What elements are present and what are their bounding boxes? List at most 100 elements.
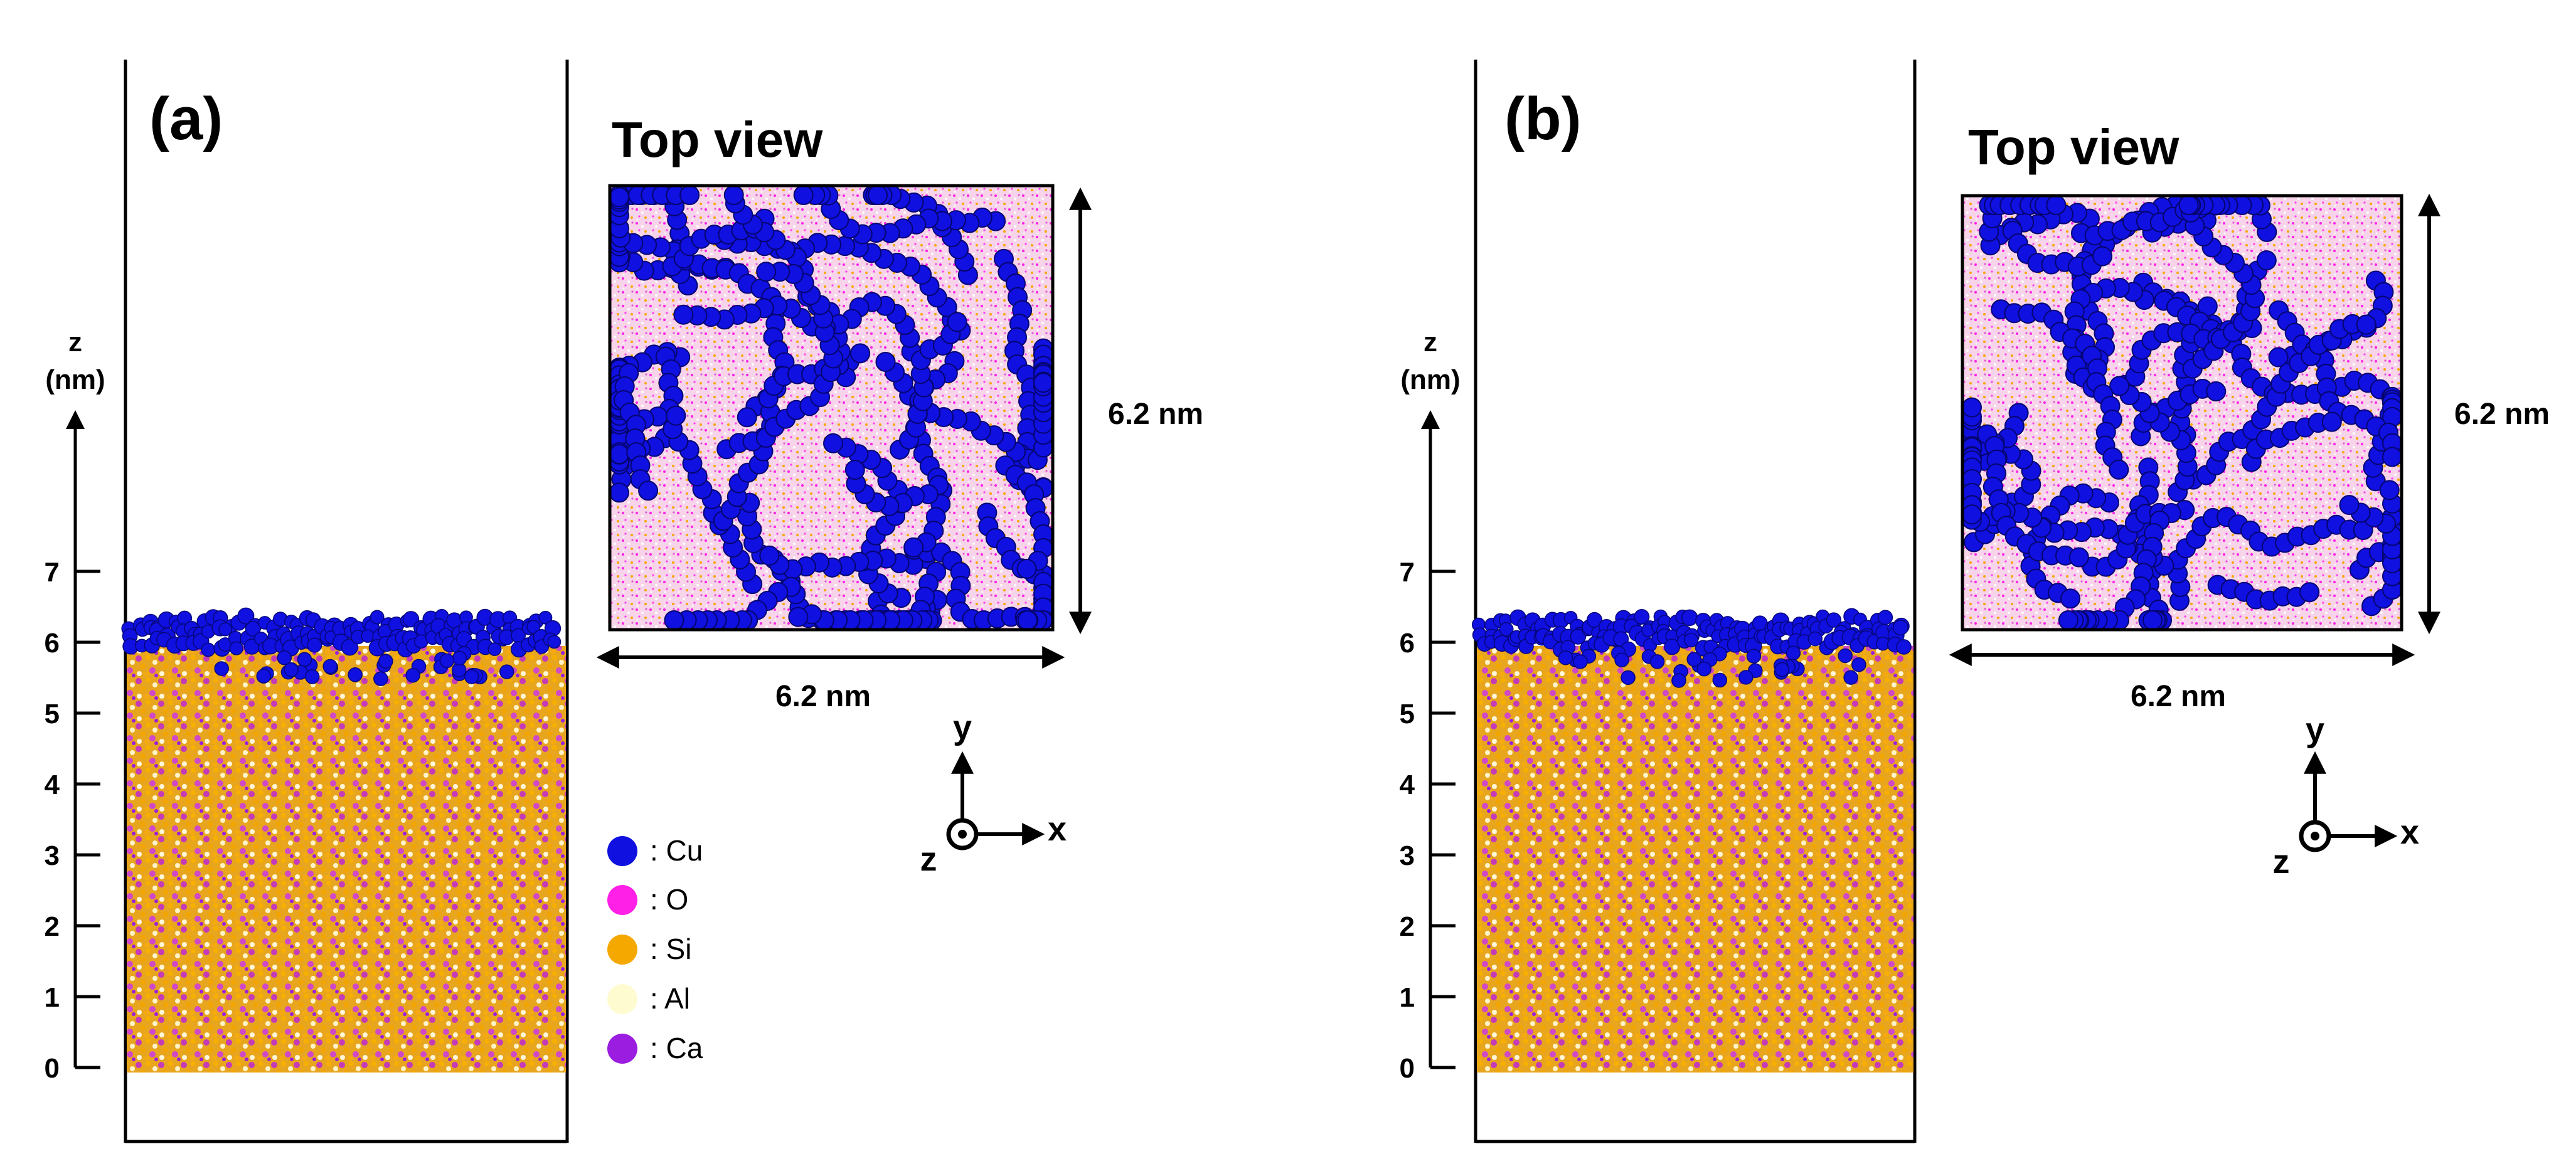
cu-atom [1807,631,1823,647]
z-axis-unit: (nm) [1400,364,1460,395]
cu-atom [737,407,757,428]
cu-atom [1786,645,1801,660]
width-dimension-label: 6.2 nm [2131,680,2226,713]
cu-atom [370,610,385,625]
cu-atom [2068,547,2089,568]
cu-atom [284,662,299,677]
cu-atom [1774,662,1789,677]
z-axis-ticks: 0 1 2 3 4 5 6 7 [1400,557,1456,1084]
side-view [121,60,569,1143]
top-view [1961,194,2403,632]
cu-atom [201,642,216,657]
cu-atom [823,433,844,453]
triad-z-dot [2311,832,2319,840]
z-axis: z (nm) 0 1 2 3 4 5 6 7 [1400,327,1461,1084]
cu-atom [378,654,393,669]
z-axis-unit: (nm) [45,364,105,395]
cu-atom [214,661,229,676]
cu-atom-icon [607,836,637,866]
cu-atom [245,621,261,637]
z-axis-tick-label: 2 [1400,911,1415,942]
triad-y-label: y [953,709,972,746]
cu-atom [1033,373,1053,393]
cu-atom [1016,558,1037,579]
cu-atom [499,664,514,679]
cu-atom [2379,480,2400,501]
o-atom-icon [607,885,637,915]
axes-triad: y x z [2273,711,2420,881]
cu-atom [2109,459,2129,480]
substrate-slab [127,646,566,1073]
cu-atom [1573,654,1588,669]
legend: : Cu : O : Si : Al : Ca [607,834,703,1064]
cu-atom [1696,661,1712,677]
cu-atom [526,620,541,634]
cu-atom [903,537,924,558]
cu-atom [1892,620,1908,636]
z-axis-tick-label: 7 [1400,557,1415,588]
cu-atom [229,641,243,655]
panel-a: (a) z (nm) 0 1 2 3 4 5 6 7 Top view 6.2 nm 6.2 … [45,60,1203,1143]
cu-atom [947,312,967,332]
legend-item-si: : Si [607,933,691,965]
height-dimension-label: 6.2 nm [2454,398,2550,431]
cu-atom [2092,246,2113,267]
cu-atom [788,607,809,627]
cu-atom [439,653,455,669]
top-view-frame [1961,194,2403,632]
z-axis-ticks: 0 1 2 3 4 5 6 7 [45,557,100,1084]
legend-label: : O [650,883,688,916]
cu-atom [609,482,629,503]
z-axis-title: z [68,327,82,358]
z-axis-tick-label: 5 [1400,699,1415,729]
cu-atom [1684,633,1699,648]
cu-atom [2142,610,2163,630]
cu-surface-layer [1471,608,1912,688]
cu-atom [1621,670,1636,686]
cu-atom [2299,582,2320,603]
cu-atom [844,460,865,480]
cu-atom [1614,652,1629,668]
cu-atom [2109,376,2130,396]
z-axis-tick-label: 3 [45,840,60,871]
z-axis-tick-label: 7 [45,557,60,588]
cu-atom [307,637,322,653]
panel-label: (b) [1504,85,1582,152]
z-axis-tick-label: 3 [1400,840,1415,871]
panel-b: (b) z (nm) 0 1 2 3 4 5 6 7 Top view 6.2 nm 6.2 … [1400,60,2550,1143]
cu-atom [875,351,896,372]
z-axis-tick-label: 0 [1400,1053,1415,1084]
cu-atom [2058,610,2078,630]
cu-atom [1634,608,1650,625]
cu-atom [2268,347,2289,368]
cu-atom [297,652,312,667]
triad-z-dot [958,830,967,839]
width-dimension-label: 6.2 nm [775,680,871,713]
cu-atom [538,610,553,625]
cu-atom [405,667,420,683]
cu-atom [1962,397,1982,418]
cu-atom [2046,195,2067,215]
cu-atom [1499,622,1514,637]
legend-item-o: : O [607,883,688,916]
z-axis-tick-label: 2 [45,911,60,942]
legend-label: : Ca [650,1032,703,1064]
cu-atom [1738,670,1754,685]
cu-atom [723,185,744,205]
z-axis-tick-label: 6 [1400,628,1415,659]
legend-label: : Si [650,933,691,965]
cu-atom [277,650,292,665]
cu-atom [218,622,233,637]
cu-atom [304,669,320,684]
cu-atom [2321,411,2342,432]
cu-atom [609,187,629,208]
cu-atom [793,185,814,205]
cu-atom [1017,610,1038,630]
cu-atom [1838,648,1853,664]
legend-item-ca: : Ca [607,1032,703,1064]
cu-atom [756,262,777,282]
cu-atom [1570,628,1587,645]
cu-atom [2206,381,2227,402]
z-axis-tick-label: 4 [1400,770,1415,800]
cu-atom [850,343,871,364]
